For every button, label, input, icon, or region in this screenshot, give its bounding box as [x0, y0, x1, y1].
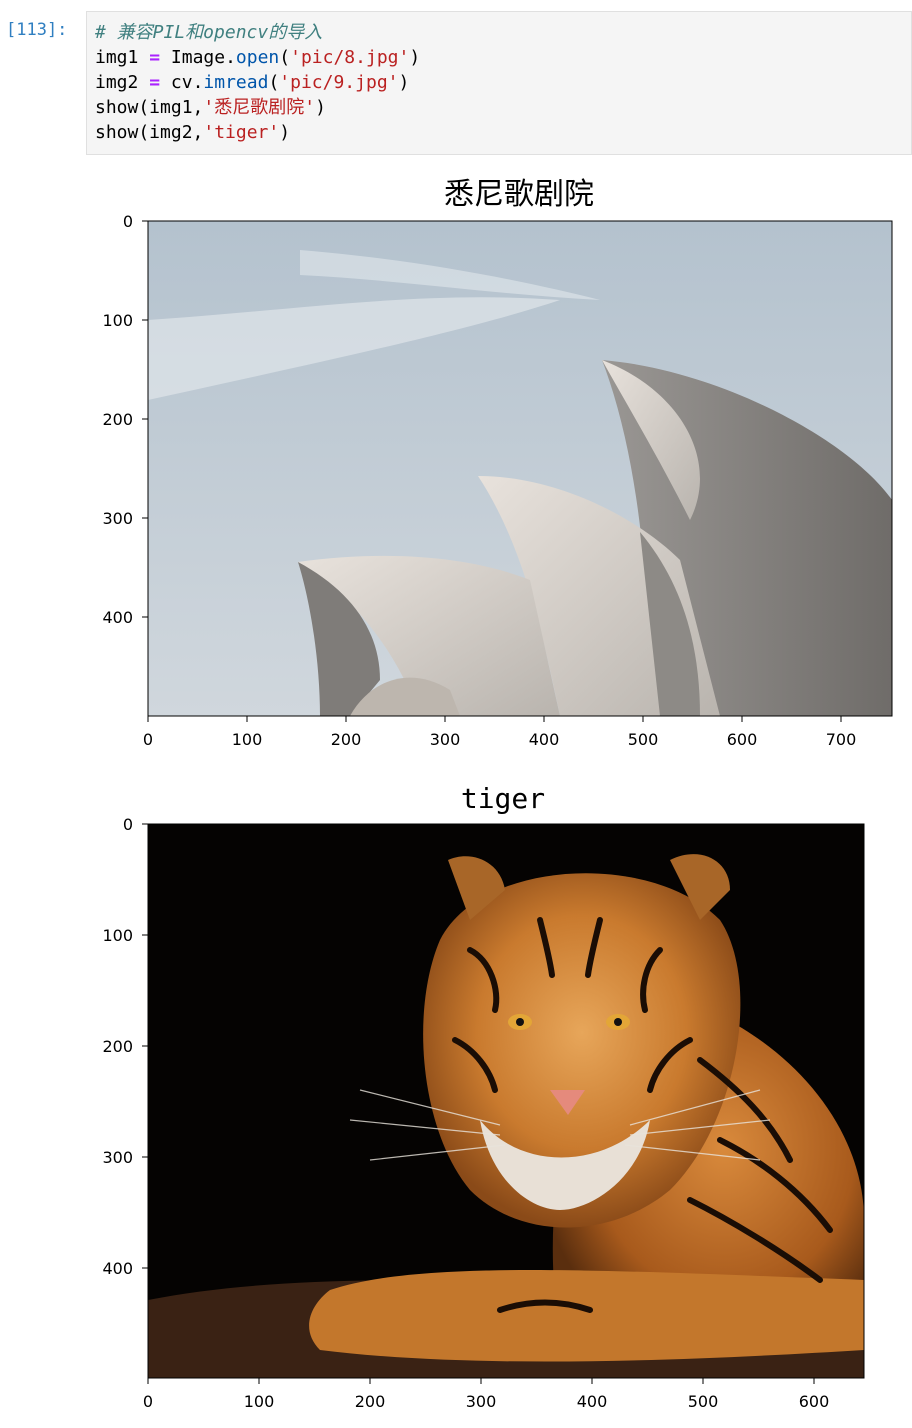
sydney-opera-house-photo-icon	[147, 220, 893, 717]
figure-1-y-tick-label: 400	[102, 608, 133, 627]
figure-1-x-tick-label: 0	[143, 730, 153, 749]
code-cell[interactable]: # 兼容PIL和opencv的导入 img1 = Image.open('pic…	[86, 11, 912, 155]
figure-1-x-tick-label: 700	[826, 730, 857, 749]
code-line-2: img2 = cv.imread('pic/9.jpg')	[95, 72, 410, 93]
figure-2-y-axis: 0 100 200 300 400	[102, 815, 148, 1278]
cell-prompt: [113]:	[6, 20, 68, 40]
figure-1: 悉尼歌剧院 0 100 200 300 400	[102, 177, 893, 749]
figure-2-x-axis: 0 100 200 300 400 500 600	[143, 1378, 829, 1411]
figure-1-x-tick-label: 100	[232, 730, 263, 749]
figure-1-x-tick-label: 600	[727, 730, 758, 749]
figure-1-x-tick-label: 300	[430, 730, 461, 749]
figure-2-x-tick-label: 500	[688, 1392, 719, 1411]
code-line-1: img1 = Image.open('pic/8.jpg')	[95, 47, 421, 68]
figure-2-y-tick-label: 100	[102, 926, 133, 945]
figure-2-x-tick-label: 100	[244, 1392, 275, 1411]
code-line-3: show(img1,'悉尼歌剧院')	[95, 97, 326, 118]
figure-2: tiger	[102, 782, 865, 1411]
figure-1-y-tick-label: 100	[102, 311, 133, 330]
figure-2-x-tick-label: 300	[466, 1392, 497, 1411]
cell-output: 悉尼歌剧院 0 100 200 300 400	[0, 160, 912, 1424]
figure-2-x-tick-label: 400	[577, 1392, 608, 1411]
figure-1-title: 悉尼歌剧院	[444, 177, 594, 212]
figure-1-x-tick-label: 200	[331, 730, 362, 749]
figure-2-y-tick-label: 300	[102, 1148, 133, 1167]
figure-1-x-tick-label: 500	[628, 730, 659, 749]
figure-2-y-tick-label: 400	[102, 1259, 133, 1278]
code-line-4: show(img2,'tiger')	[95, 122, 291, 143]
figure-1-y-tick-label: 300	[102, 509, 133, 528]
figure-1-y-tick-label: 0	[123, 212, 133, 231]
figure-2-y-tick-label: 0	[123, 815, 133, 834]
figure-2-x-tick-label: 0	[143, 1392, 153, 1411]
figure-1-y-axis: 0 100 200 300 400	[102, 212, 148, 627]
tiger-photo-icon	[147, 823, 865, 1379]
figure-2-title: tiger	[461, 782, 545, 815]
figure-2-x-tick-label: 200	[355, 1392, 386, 1411]
code-comment: # 兼容PIL和opencv的导入	[95, 22, 323, 43]
figure-1-x-axis: 0 100 200 300 400 500 600 700	[143, 716, 856, 749]
figure-2-y-tick-label: 200	[102, 1037, 133, 1056]
figure-2-x-tick-label: 600	[799, 1392, 830, 1411]
figure-1-x-tick-label: 400	[529, 730, 560, 749]
figure-1-y-tick-label: 200	[102, 410, 133, 429]
code-editor[interactable]: # 兼容PIL和opencv的导入 img1 = Image.open('pic…	[95, 20, 420, 145]
